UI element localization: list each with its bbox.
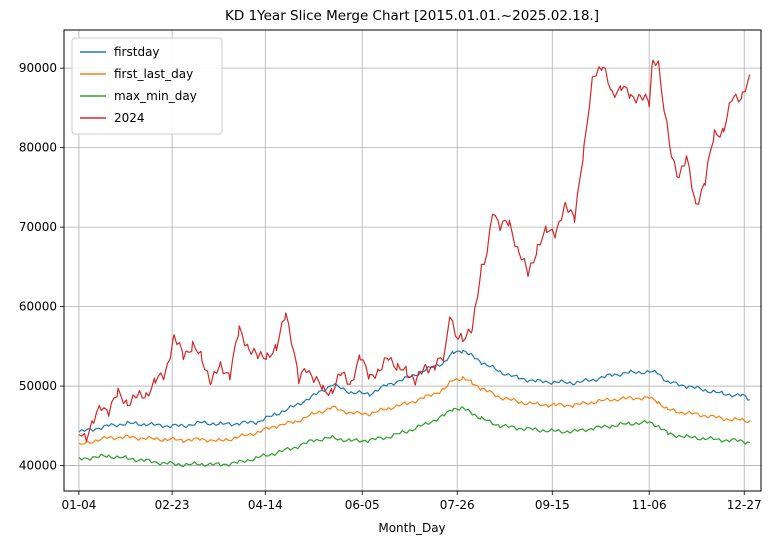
x-tick-label: 06-05 — [345, 498, 380, 512]
chart-title: KD 1Year Slice Merge Chart [2015.01.01.~… — [225, 8, 599, 24]
legend: firstday first_last_day max_min_day 2024 — [71, 37, 223, 135]
legend-label-max_min_day: max_min_day — [114, 89, 197, 103]
x-axis-ticks: 01-04 02-23 04-14 06-05 07-26 09-15 11-06 12-27 — [61, 491, 762, 512]
series-line-firstday — [78, 349, 750, 433]
legend-label-first_last_day: first_last_day — [114, 67, 193, 81]
y-axis-ticks: 40000 50000 60000 70000 80000 90000 — [19, 61, 64, 473]
series-line-max_min_day — [78, 406, 751, 468]
x-tick-label: 01-04 — [61, 498, 96, 512]
legend-box — [71, 37, 223, 135]
y-tick-label: 40000 — [19, 459, 57, 473]
x-tick-label: 11-06 — [632, 498, 667, 512]
x-tick-label: 02-23 — [155, 498, 190, 512]
x-axis-title: Month_Day — [378, 521, 445, 535]
y-tick-label: 50000 — [19, 379, 57, 393]
x-tick-label: 12-27 — [727, 498, 762, 512]
y-tick-label: 80000 — [19, 141, 57, 155]
x-tick-label: 04-14 — [248, 498, 283, 512]
y-tick-label: 90000 — [19, 61, 57, 75]
axes — [63, 29, 762, 492]
series-line-first_last_day — [78, 376, 751, 445]
grid-lines — [64, 30, 761, 491]
y-tick-label: 70000 — [19, 220, 57, 234]
legend-label-2024: 2024 — [114, 111, 145, 125]
x-tick-label: 07-26 — [440, 498, 475, 512]
series-line-2024 — [78, 59, 751, 443]
legend-label-firstday: firstday — [114, 45, 160, 59]
axes-frame — [63, 29, 762, 492]
series-lines — [78, 59, 751, 468]
y-tick-label: 60000 — [19, 300, 57, 314]
x-tick-label: 09-15 — [535, 498, 570, 512]
